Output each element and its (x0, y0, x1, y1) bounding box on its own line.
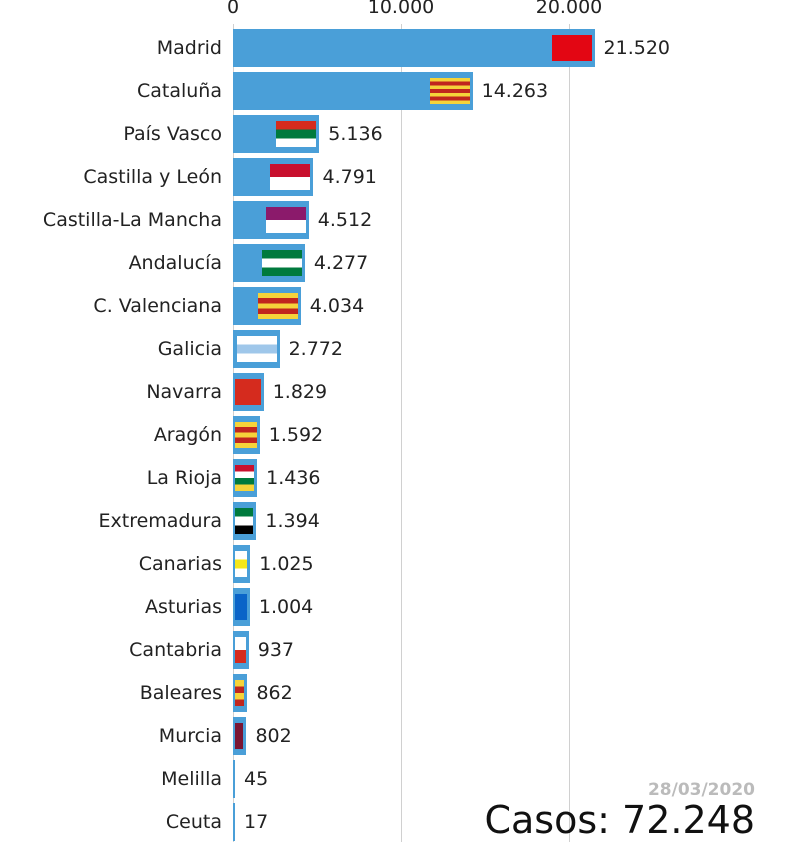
bar (233, 502, 257, 540)
flag-icon (270, 164, 311, 190)
x-tick-label: 20.000 (535, 0, 603, 18)
value-label: 14.263 (481, 80, 549, 102)
bar (233, 760, 235, 798)
flag-icon (235, 637, 246, 663)
flag-icon (235, 551, 248, 577)
category-label: Madrid (156, 37, 222, 59)
value-label: 17 (244, 811, 269, 833)
bar (233, 201, 309, 239)
value-label: 802 (255, 725, 292, 747)
bar (233, 803, 235, 841)
flag-icon (235, 594, 247, 620)
flag-icon (235, 723, 244, 749)
total-cases-label: Casos: 72.248 (484, 798, 755, 842)
x-tick-label: 0 (226, 0, 240, 18)
value-label: 4.034 (309, 295, 365, 317)
x-tick-label: 10.000 (367, 0, 435, 18)
bar (233, 588, 250, 626)
value-label: 4.791 (322, 166, 377, 188)
category-label: Canarias (138, 553, 222, 575)
bar (233, 244, 305, 282)
gridline (401, 24, 402, 842)
flag-icon (235, 379, 261, 405)
value-label: 4.512 (317, 209, 373, 231)
bar (233, 631, 249, 669)
value-label: 1.394 (265, 510, 320, 532)
flag-icon (235, 422, 257, 448)
bar (233, 72, 473, 110)
category-label: Extremadura (98, 510, 223, 532)
bar (233, 29, 595, 67)
value-label: 862 (256, 682, 293, 704)
flag-icon (276, 121, 317, 147)
category-label: Ceuta (165, 811, 222, 833)
category-label: Castilla-La Mancha (42, 209, 222, 231)
bar (233, 158, 314, 196)
flag-icon (265, 207, 306, 233)
flag-icon (235, 508, 254, 534)
category-label: País Vasco (123, 123, 222, 145)
bar (233, 287, 301, 325)
date-label: 28/03/2020 (647, 780, 755, 800)
category-label: Murcia (158, 725, 222, 747)
flag-icon (236, 336, 277, 362)
category-label: C. Valenciana (93, 295, 222, 317)
bar (233, 330, 280, 368)
value-label: 1.436 (266, 467, 321, 489)
flag-icon (429, 78, 470, 104)
category-label: Castilla y León (83, 166, 222, 188)
value-label: 45 (244, 768, 269, 790)
bar (233, 674, 248, 712)
bar (233, 717, 247, 755)
flag-icon (261, 250, 302, 276)
category-label: Baleares (139, 682, 222, 704)
value-label: 1.025 (259, 553, 314, 575)
value-label: 1.004 (258, 596, 314, 618)
bar (233, 115, 320, 153)
category-label: Andalucía (128, 252, 222, 274)
category-label: Asturias (144, 596, 222, 618)
bar (233, 373, 264, 411)
gridline (569, 24, 570, 842)
value-label: 937 (257, 639, 294, 661)
value-label: 21.520 (603, 37, 671, 59)
category-label: La Rioja (146, 467, 222, 489)
category-label: Aragón (153, 424, 222, 446)
value-label: 1.829 (272, 381, 328, 403)
flag-icon (235, 465, 255, 491)
bar (233, 545, 251, 583)
bar (233, 416, 260, 454)
category-label: Navarra (146, 381, 222, 403)
category-label: Melilla (161, 768, 222, 790)
category-label: Cantabria (129, 639, 222, 661)
flag-icon (551, 35, 592, 61)
category-label: Cataluña (136, 80, 222, 102)
flag-icon (257, 293, 298, 319)
value-label: 4.277 (313, 252, 369, 274)
flag-icon (235, 680, 245, 706)
value-label: 2.772 (288, 338, 343, 360)
value-label: 5.136 (328, 123, 383, 145)
value-label: 1.592 (268, 424, 324, 446)
bar (233, 459, 258, 497)
category-label: Galicia (157, 338, 222, 360)
